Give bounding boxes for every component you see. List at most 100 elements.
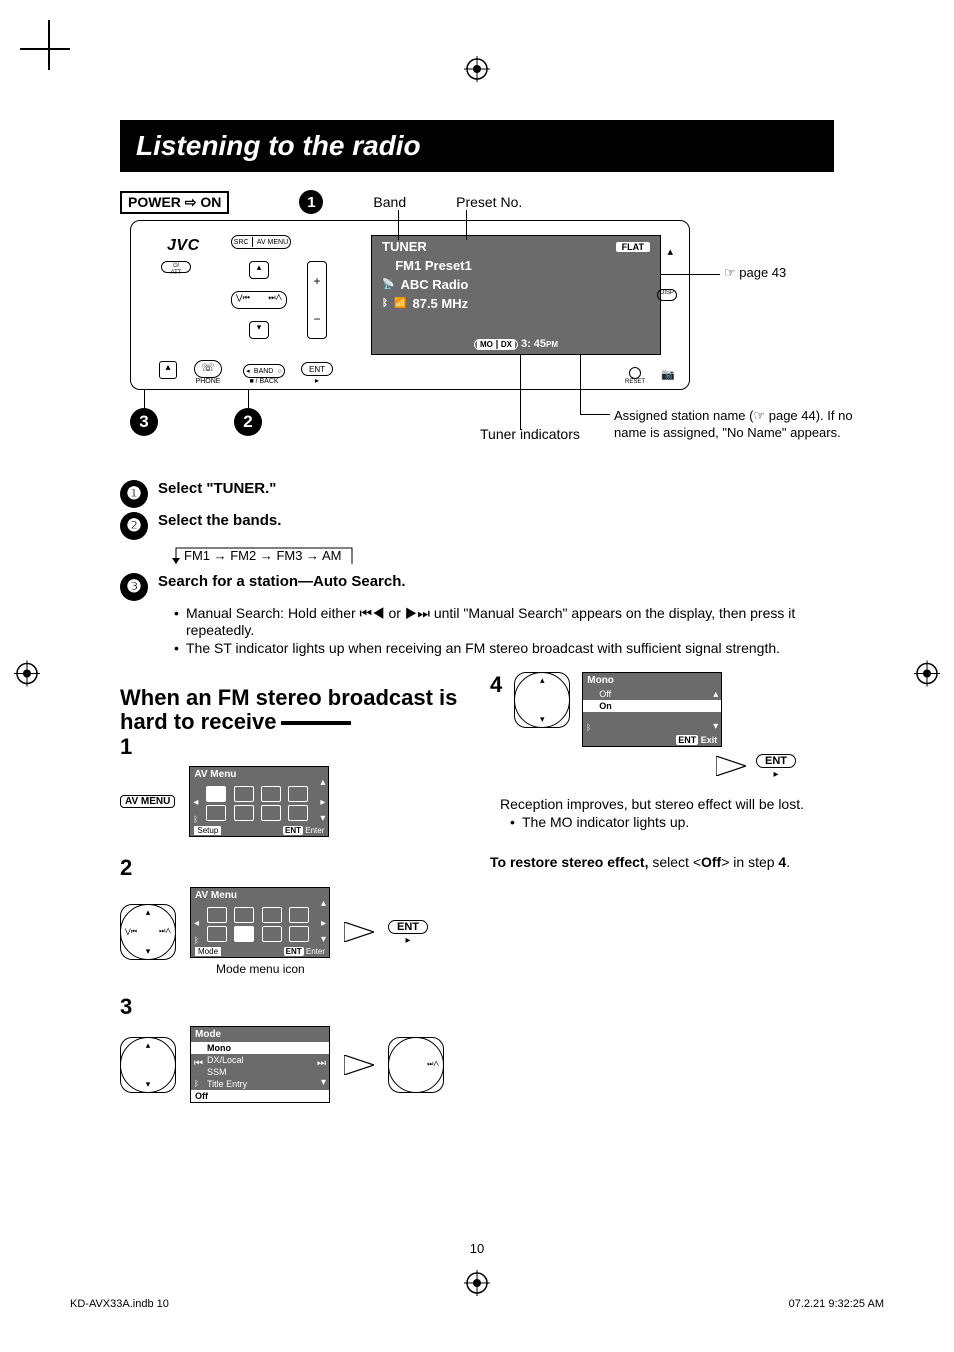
ent-button: ENT ▸ xyxy=(301,362,333,385)
flat-indicator: FLAT xyxy=(616,242,650,252)
device-screen: TUNER FLAT –FM1 Preset1 📡ABC Radio ᛒ📶87.… xyxy=(371,235,661,355)
menu3-item-dxlocal: DX/Local xyxy=(191,1054,329,1066)
menu1-footer-l: Setup xyxy=(194,826,221,835)
reception-bullet: The MO indicator lights up. xyxy=(510,814,830,830)
menu3-item-mono: Mono xyxy=(191,1042,329,1054)
menu-icon xyxy=(234,805,254,821)
menu3-footer: Off xyxy=(191,1090,329,1102)
preset-callout: Preset No. xyxy=(456,194,522,210)
tuner-indicators-label: Tuner indicators xyxy=(480,426,580,442)
substep-1: 1 xyxy=(120,734,460,760)
menu3-title: Mode xyxy=(191,1027,329,1042)
station-name-note: Assigned station name (☞ page 44). If no… xyxy=(614,408,854,442)
section-2-text: When an FM stereo broadcast is hard to r… xyxy=(120,685,457,734)
callout-1: 1 xyxy=(299,190,323,214)
leader-line xyxy=(248,390,249,408)
control-knob: ▴ ▾ xyxy=(514,672,570,728)
step-1-marker: ❶ xyxy=(120,480,148,508)
crop-mark xyxy=(48,20,50,70)
leader-line xyxy=(520,354,521,430)
leader-line xyxy=(398,210,399,240)
avmenu-screen-2: AV Menu ◂ ▸ ▴ ▾ ᛒ ModeENT Enter xyxy=(190,887,330,958)
ent-indicator: ENT ▸ xyxy=(388,917,428,946)
ent-indicator: ENT ▸ xyxy=(756,751,796,780)
crop-mark xyxy=(20,48,70,50)
menu2-footer-l: Mode xyxy=(195,947,221,956)
menu2-title: AV Menu xyxy=(191,888,329,903)
section-2-heading: When an FM stereo broadcast is hard to r… xyxy=(120,686,460,734)
control-knob: ⏭⋀ xyxy=(388,1037,444,1093)
leader-line xyxy=(580,414,610,415)
disp-button: DISP xyxy=(657,289,677,301)
src-avmenu-button: SRC AV MENU xyxy=(231,235,291,249)
avmenu-button-pill: AV MENU xyxy=(120,795,175,808)
tuner-label: TUNER xyxy=(382,239,427,254)
menu-icon xyxy=(234,907,254,923)
menu-icon xyxy=(262,926,282,942)
restore-rest: select <Off> in step 4. xyxy=(648,854,790,870)
camera-icon: 📷 xyxy=(661,368,675,381)
leader-line xyxy=(580,354,581,414)
menu-icon xyxy=(206,786,226,802)
mo-indicator: MO xyxy=(477,340,496,349)
dpad-up: ▴ xyxy=(249,261,269,279)
arrow-icon xyxy=(344,1055,374,1075)
substep-3: 3 xyxy=(120,994,460,1020)
phone-label: PHONE xyxy=(191,378,225,385)
reset-label: RESET xyxy=(625,379,645,385)
avmenu-screen-1: AV Menu ◂ ▸ ▴ ▾ ᛒ SetupENT Enter xyxy=(189,766,329,837)
band-back-button: ◂BAND○ ■ / BACK xyxy=(243,364,285,385)
mode-caption: Mode menu icon xyxy=(216,962,330,976)
ent-pill-label-2: ENT xyxy=(756,754,796,768)
eject-icon-r: ▴ xyxy=(667,245,673,258)
step-3-text: Search for a station—Auto Search. xyxy=(158,573,834,590)
footer-right: 07.2.21 9:32:25 AM xyxy=(789,1298,884,1310)
menu3-item-title: Title Entry xyxy=(191,1078,329,1090)
left-registration-mark xyxy=(14,661,40,692)
menu-icon xyxy=(206,805,226,821)
dpad-lr: ⋁⏮⏭⋀ xyxy=(231,291,287,309)
mono-menu: Mono Off On ⏮ ⏭ ▴ ▾ ᛒ ENT Exit xyxy=(582,672,722,747)
brand-logo: JVC xyxy=(167,237,200,255)
step-1-text: Select "TUNER." xyxy=(158,480,834,497)
screen-line3: ABC Radio xyxy=(400,277,468,292)
step-3-bullet-1: Manual Search: Hold either ⏮◀ or ▶⏭ unti… xyxy=(174,605,834,638)
screen-line4: 87.5 MHz xyxy=(412,296,468,311)
menu1-title: AV Menu xyxy=(190,767,328,782)
src-label: SRC xyxy=(234,239,249,246)
menu2-footer-r: Enter xyxy=(306,947,325,956)
page-number: 10 xyxy=(470,1241,484,1256)
power-on-label: POWER ⇨ ON xyxy=(120,191,229,214)
step-3-marker: ❸ xyxy=(120,573,148,601)
arrow-icon xyxy=(716,756,746,776)
menu-icon xyxy=(207,926,227,942)
eject-button: ▴ xyxy=(159,361,177,379)
menu-icon xyxy=(288,786,308,802)
dpad-down: ▾ xyxy=(249,321,269,339)
back-label: ■ / BACK xyxy=(243,378,285,385)
menu-icon-mode xyxy=(234,926,254,942)
band-callout: Band xyxy=(373,194,406,210)
step-2-text: Select the bands. xyxy=(158,512,834,529)
menu-icon xyxy=(261,805,281,821)
volume-rocker: +− xyxy=(307,261,327,339)
ent-pill-label: ENT xyxy=(388,920,428,934)
page-ref-43: ☞ page 43 xyxy=(724,265,786,281)
callout-3: 3 xyxy=(130,408,158,436)
step-2-marker: ❷ xyxy=(120,512,148,540)
band-label: BAND xyxy=(254,368,273,375)
substep-2: 2 xyxy=(120,855,460,881)
menu-icon xyxy=(261,786,281,802)
reset-button: RESET xyxy=(625,367,645,385)
leader-line xyxy=(466,210,467,240)
menu-icon xyxy=(234,786,254,802)
band-cycle: FM1 → FM2 → FM3 → AM xyxy=(164,544,834,563)
menu4-item-off: Off xyxy=(583,688,721,700)
arrow-icon xyxy=(344,922,374,942)
menu1-footer-r: Enter xyxy=(305,826,324,835)
mode-menu: Mode Mono DX/Local SSM Title Entry ⏮ ⏭ ▴… xyxy=(190,1026,330,1103)
substep-4: 4 xyxy=(490,672,502,698)
bottom-registration-mark xyxy=(464,1270,490,1296)
control-knob: ▴ ▾ ⋁⏮ ⏭⋀ xyxy=(120,904,176,960)
menu-icon xyxy=(262,907,282,923)
